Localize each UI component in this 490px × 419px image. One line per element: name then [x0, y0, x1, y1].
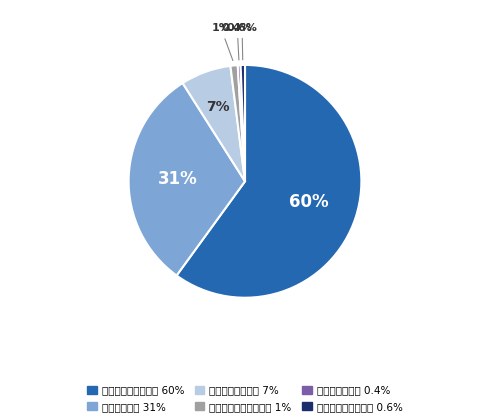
Text: 0.6%: 0.6%	[227, 23, 258, 60]
Wedge shape	[176, 65, 362, 298]
Wedge shape	[230, 65, 245, 181]
Text: 1%: 1%	[212, 23, 233, 60]
Text: 0.4%: 0.4%	[222, 23, 253, 60]
Text: 7%: 7%	[206, 100, 230, 114]
Wedge shape	[128, 83, 245, 276]
Text: 60%: 60%	[290, 193, 329, 211]
Wedge shape	[241, 65, 245, 181]
Legend: 非常に負担に感じる 60%, 負担に感じる 31%, やや負担に感じる 7%, あまり負担に感じない 1%, 負担に感じない 0.4%, どちらともいえない 0: 非常に負担に感じる 60%, 負担に感じる 31%, やや負担に感じる 7%, …	[83, 381, 407, 416]
Wedge shape	[183, 66, 245, 181]
Text: 31%: 31%	[158, 170, 197, 188]
Wedge shape	[238, 65, 245, 181]
